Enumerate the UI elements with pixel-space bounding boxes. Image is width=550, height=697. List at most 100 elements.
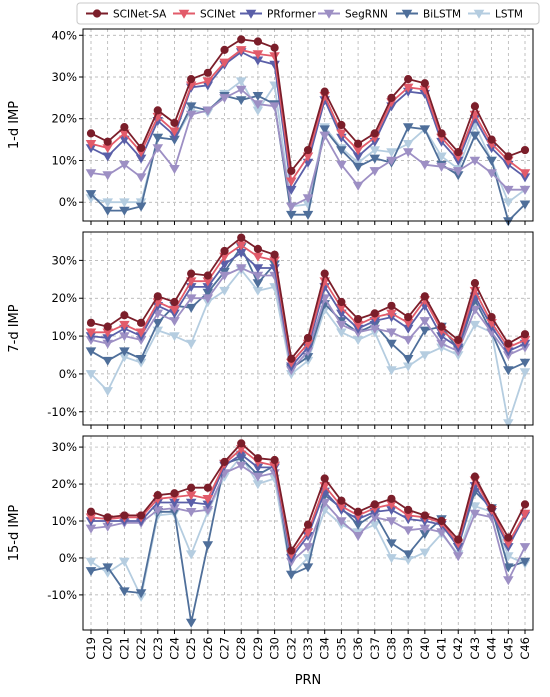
- data-point: [520, 145, 530, 155]
- data-point: [85, 328, 97, 338]
- data-point: [519, 543, 531, 552]
- data-point: [287, 166, 296, 176]
- panel-1: 0% 10% 20% 30% 40% 1-d IMP: [7, 28, 534, 227]
- data-point: [386, 148, 397, 158]
- data-point: [185, 550, 197, 560]
- data-point: [286, 570, 297, 580]
- data-point: [519, 557, 531, 567]
- data-point: [370, 129, 379, 138]
- data-point: [85, 370, 97, 380]
- x-tick-label: C19: [84, 637, 98, 660]
- y-tick-label: 20%: [51, 112, 77, 126]
- data-point: [120, 122, 129, 132]
- x-axis: C19 C20 C21 C22 C23 C24 C25 C26 C27 C28 C29 C30 C32 C…: [84, 637, 532, 660]
- data-point: [469, 502, 481, 512]
- data-point: [386, 156, 397, 166]
- data-point: [219, 286, 230, 296]
- y-tick-label: 10%: [51, 153, 77, 167]
- y-tick-label: 20%: [51, 477, 77, 491]
- data-point: [302, 194, 314, 204]
- data-point: [402, 140, 414, 149]
- y-axis-label: 7-d IMP: [7, 304, 22, 352]
- data-point: [437, 322, 446, 331]
- data-point: [220, 457, 229, 466]
- data-point: [220, 246, 229, 256]
- y-tick-label: 30%: [51, 253, 77, 267]
- data-point: [519, 200, 531, 210]
- data-point: [203, 271, 212, 280]
- x-tick-label: C38: [385, 637, 399, 660]
- x-tick-label: C40: [418, 637, 432, 660]
- data-point: [404, 505, 413, 515]
- data-point: [202, 294, 214, 304]
- data-point: [402, 355, 414, 364]
- data-point: [252, 100, 264, 110]
- x-tick-label: C45: [501, 637, 515, 660]
- data-point: [270, 455, 279, 465]
- x-tick-label: C36: [351, 637, 365, 660]
- data-point: [119, 347, 130, 357]
- data-point: [136, 511, 146, 520]
- data-point: [452, 167, 464, 177]
- y-tick-label: 0%: [59, 195, 77, 209]
- y-tick-label: 0%: [59, 367, 77, 381]
- series-scinet-sa: [86, 233, 530, 363]
- data-point: [303, 145, 313, 155]
- x-tick-label: C22: [134, 637, 148, 660]
- series-group: [85, 35, 531, 227]
- data-point: [286, 202, 297, 212]
- data-point: [503, 576, 514, 586]
- data-point: [219, 94, 230, 103]
- data-point: [519, 358, 531, 368]
- data-point: [269, 102, 280, 112]
- series-segrnn: [85, 85, 531, 212]
- data-point: [170, 489, 179, 498]
- data-point: [185, 102, 197, 112]
- data-point: [170, 118, 179, 128]
- legend-entry: SCINet-SA: [86, 9, 167, 21]
- x-tick-label: C29: [251, 637, 265, 660]
- data-point: [152, 319, 164, 328]
- data-point: [85, 567, 97, 577]
- x-tick-label: C21: [117, 637, 131, 660]
- y-tick-label: 30%: [51, 70, 77, 84]
- data-point: [103, 513, 112, 522]
- legend-marker: [92, 9, 102, 18]
- data-point: [120, 511, 129, 520]
- chart-panels: 0% 10% 20% 30% 40% 1-d IMP -10% 0% 10% 20% 30% 7-d …: [7, 28, 534, 634]
- data-point: [402, 336, 414, 345]
- data-point: [102, 563, 113, 573]
- x-tick-label: C26: [201, 637, 215, 660]
- data-point: [252, 50, 264, 60]
- data-point: [270, 250, 279, 259]
- data-point: [503, 366, 514, 376]
- panel-3: -10% 0% 10% 20% 30% 15-d IMP: [7, 435, 534, 634]
- data-point: [102, 144, 113, 154]
- y-tick-label: -10%: [47, 588, 77, 602]
- data-point: [337, 297, 346, 307]
- data-point: [520, 500, 530, 509]
- x-tick-label: C34: [318, 637, 332, 660]
- x-tick-label: C41: [435, 637, 449, 660]
- legend-entry: BiLSTM: [396, 9, 461, 21]
- data-point: [286, 177, 297, 187]
- y-axis-label: 15-d IMP: [7, 505, 22, 562]
- data-point: [386, 328, 397, 338]
- data-point: [185, 110, 197, 120]
- legend-entry: SegRNN: [318, 9, 388, 21]
- data-point: [170, 297, 179, 307]
- x-tick-label: C42: [451, 637, 465, 660]
- y-tick-label: 10%: [51, 329, 77, 343]
- series-segrnn: [85, 461, 531, 586]
- data-point: [404, 313, 413, 322]
- legend-entry: PRformer: [240, 9, 317, 21]
- data-point: [352, 532, 364, 541]
- data-point: [437, 129, 446, 138]
- data-point: [353, 139, 363, 148]
- y-tick-label: 20%: [51, 291, 77, 305]
- data-point: [253, 454, 263, 463]
- data-point: [469, 320, 481, 330]
- data-point: [102, 152, 113, 162]
- data-point: [202, 541, 214, 551]
